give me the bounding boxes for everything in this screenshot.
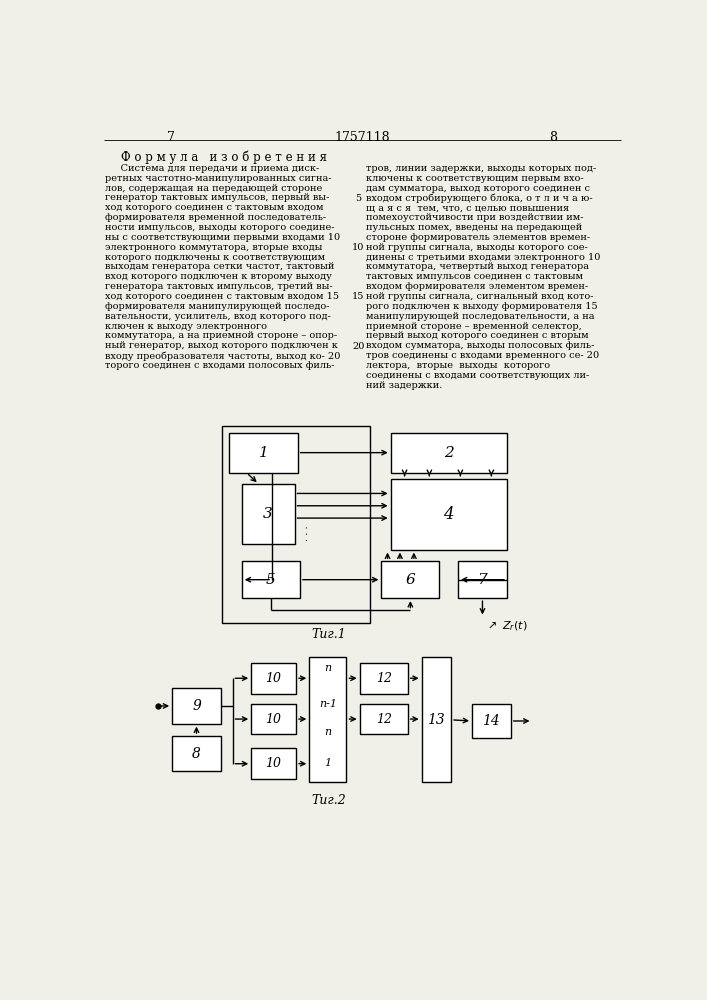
Text: рого подключен к выходу формирователя 15: рого подключен к выходу формирователя 15 [366, 302, 597, 311]
Text: 8: 8 [192, 747, 201, 761]
Bar [360, 663, 408, 694]
Text: вательности, усилитель, вход которого под-: вательности, усилитель, вход которого по… [105, 312, 331, 321]
Bar [391, 479, 507, 550]
Text: приемной стороне – временной селектор,: приемной стороне – временной селектор, [366, 322, 582, 331]
Bar [458, 561, 507, 598]
Text: входом стробирующего блока, о т л и ч а ю-: входом стробирующего блока, о т л и ч а … [366, 193, 592, 203]
Text: Система для передачи и приема диск-: Система для передачи и приема диск- [105, 164, 320, 173]
Text: 15: 15 [352, 292, 364, 301]
Text: генератор тактовых импульсов, первый вы-: генератор тактовых импульсов, первый вы- [105, 193, 329, 202]
Text: 3: 3 [263, 507, 273, 521]
Text: лектора,  вторые  выходы  которого: лектора, вторые выходы которого [366, 361, 550, 370]
Text: лов, содержащая на передающей стороне: лов, содержащая на передающей стороне [105, 184, 322, 193]
Text: 7: 7 [168, 131, 175, 144]
Text: торого соединен с входами полосовых филь-: торого соединен с входами полосовых филь… [105, 361, 335, 370]
Text: 1: 1 [259, 446, 269, 460]
Text: ход которого соединен с тактовым входом 15: ход которого соединен с тактовым входом … [105, 292, 339, 301]
Text: дам сумматора, выход которого соединен с: дам сумматора, выход которого соединен с [366, 184, 590, 193]
Bar [242, 484, 295, 544]
Text: 4: 4 [443, 506, 454, 523]
Text: стороне формирователь элементов времен-: стороне формирователь элементов времен- [366, 233, 590, 242]
Text: ретных частотно-манипулированных сигна-: ретных частотно-манипулированных сигна- [105, 174, 332, 183]
Text: Ф о р м у л а   и з о б р е т е н и я: Ф о р м у л а и з о б р е т е н и я [121, 151, 327, 164]
Text: Τиг.1: Τиг.1 [311, 628, 346, 641]
Text: 1757118: 1757118 [334, 131, 390, 144]
Text: формирователя временной последователь-: формирователя временной последователь- [105, 213, 327, 222]
Text: ный генератор, выход которого подключен к: ный генератор, выход которого подключен … [105, 341, 339, 350]
Text: 10: 10 [266, 672, 281, 685]
Bar [230, 433, 298, 473]
Text: ключены к соответствующим первым вхо-: ключены к соответствующим первым вхо- [366, 174, 583, 183]
Text: щ а я с я  тем, что, с целью повышения: щ а я с я тем, что, с целью повышения [366, 203, 569, 212]
Text: соединены с входами соответствующих ли-: соединены с входами соответствующих ли- [366, 371, 589, 380]
Bar [172, 688, 221, 724]
Text: вход которого подключен к второму выходу: вход которого подключен к второму выходу [105, 272, 332, 281]
Bar [251, 748, 296, 779]
Text: . . .: . . . [300, 526, 310, 541]
Text: ности импульсов, выходы которого соедине-: ности импульсов, выходы которого соедине… [105, 223, 335, 232]
Text: ход которого соединен с тактовым входом: ход которого соединен с тактовым входом [105, 203, 324, 212]
Text: формирователя манипулирующей последо-: формирователя манипулирующей последо- [105, 302, 330, 311]
Text: коммутатора, четвертый выход генератора: коммутатора, четвертый выход генератора [366, 262, 589, 271]
Bar [172, 736, 221, 771]
Text: тров, линии задержки, выходы которых под-: тров, линии задержки, выходы которых под… [366, 164, 596, 173]
Text: пульсных помех, введены на передающей: пульсных помех, введены на передающей [366, 223, 582, 232]
Text: $\nearrow$ $Z_r(t)$: $\nearrow$ $Z_r(t)$ [485, 620, 527, 633]
Text: 6: 6 [406, 573, 415, 587]
Text: динены с третьими входами электронного 10: динены с третьими входами электронного 1… [366, 253, 600, 262]
Text: входу преобразователя частоты, выход ко- 20: входу преобразователя частоты, выход ко-… [105, 351, 341, 361]
Text: выходам генератора сетки частот, тактовый: выходам генератора сетки частот, тактовы… [105, 262, 335, 271]
Bar [421, 657, 451, 782]
Text: ключен к выходу электронного: ключен к выходу электронного [105, 322, 267, 331]
Text: первый выход которого соединен с вторым: первый выход которого соединен с вторым [366, 331, 588, 340]
Text: 12: 12 [375, 672, 392, 685]
Text: входом сумматора, выходы полосовых филь-: входом сумматора, выходы полосовых филь- [366, 341, 594, 350]
Text: 10: 10 [266, 713, 281, 726]
Text: ны с соответствующими первыми входами 10: ны с соответствующими первыми входами 10 [105, 233, 341, 242]
Text: 9: 9 [192, 699, 201, 713]
Bar [251, 704, 296, 734]
Bar [251, 663, 296, 694]
Text: помехоустойчивости при воздействии им-: помехоустойчивости при воздействии им- [366, 213, 583, 222]
Text: ной группы сигнала, сигнальный вход кото-: ной группы сигнала, сигнальный вход кото… [366, 292, 593, 301]
Bar [391, 433, 507, 473]
Text: n-1: n-1 [319, 699, 337, 709]
Bar [381, 561, 440, 598]
Text: ний задержки.: ний задержки. [366, 381, 442, 390]
Text: тров соединены с входами временного се- 20: тров соединены с входами временного се- … [366, 351, 599, 360]
Text: 13: 13 [428, 713, 445, 727]
Text: ной группы сигнала, выходы которого сое-: ной группы сигнала, выходы которого сое- [366, 243, 588, 252]
Bar [242, 561, 300, 598]
Bar [472, 704, 510, 738]
Text: манипулирующей последовательности, а на: манипулирующей последовательности, а на [366, 312, 595, 321]
Text: 1: 1 [325, 758, 332, 768]
Text: 7: 7 [478, 573, 487, 587]
Text: Τиг.2: Τиг.2 [311, 794, 346, 807]
Bar [360, 704, 408, 734]
Text: 8: 8 [549, 131, 557, 144]
Text: тактовых импульсов соединен с тактовым: тактовых импульсов соединен с тактовым [366, 272, 583, 281]
Text: которого подключены к соответствующим: которого подключены к соответствующим [105, 253, 325, 262]
Text: n: n [325, 663, 332, 673]
Text: 2: 2 [444, 446, 454, 460]
Bar [309, 657, 346, 782]
Text: 12: 12 [375, 713, 392, 726]
Text: n: n [325, 727, 332, 737]
Text: электронного коммутатора, вторые входы: электронного коммутатора, вторые входы [105, 243, 323, 252]
Text: 5: 5 [266, 573, 276, 587]
Text: коммутатора, а на приемной стороне – опор-: коммутатора, а на приемной стороне – опо… [105, 331, 337, 340]
Text: 5: 5 [355, 194, 361, 203]
Text: 10: 10 [352, 243, 364, 252]
Text: 20: 20 [352, 342, 364, 351]
Bar [222, 426, 370, 623]
Text: 10: 10 [266, 757, 281, 770]
Text: 14: 14 [482, 714, 501, 728]
Text: генератора тактовых импульсов, третий вы-: генератора тактовых импульсов, третий вы… [105, 282, 333, 291]
Text: входом формирователя элементом времен-: входом формирователя элементом времен- [366, 282, 588, 291]
